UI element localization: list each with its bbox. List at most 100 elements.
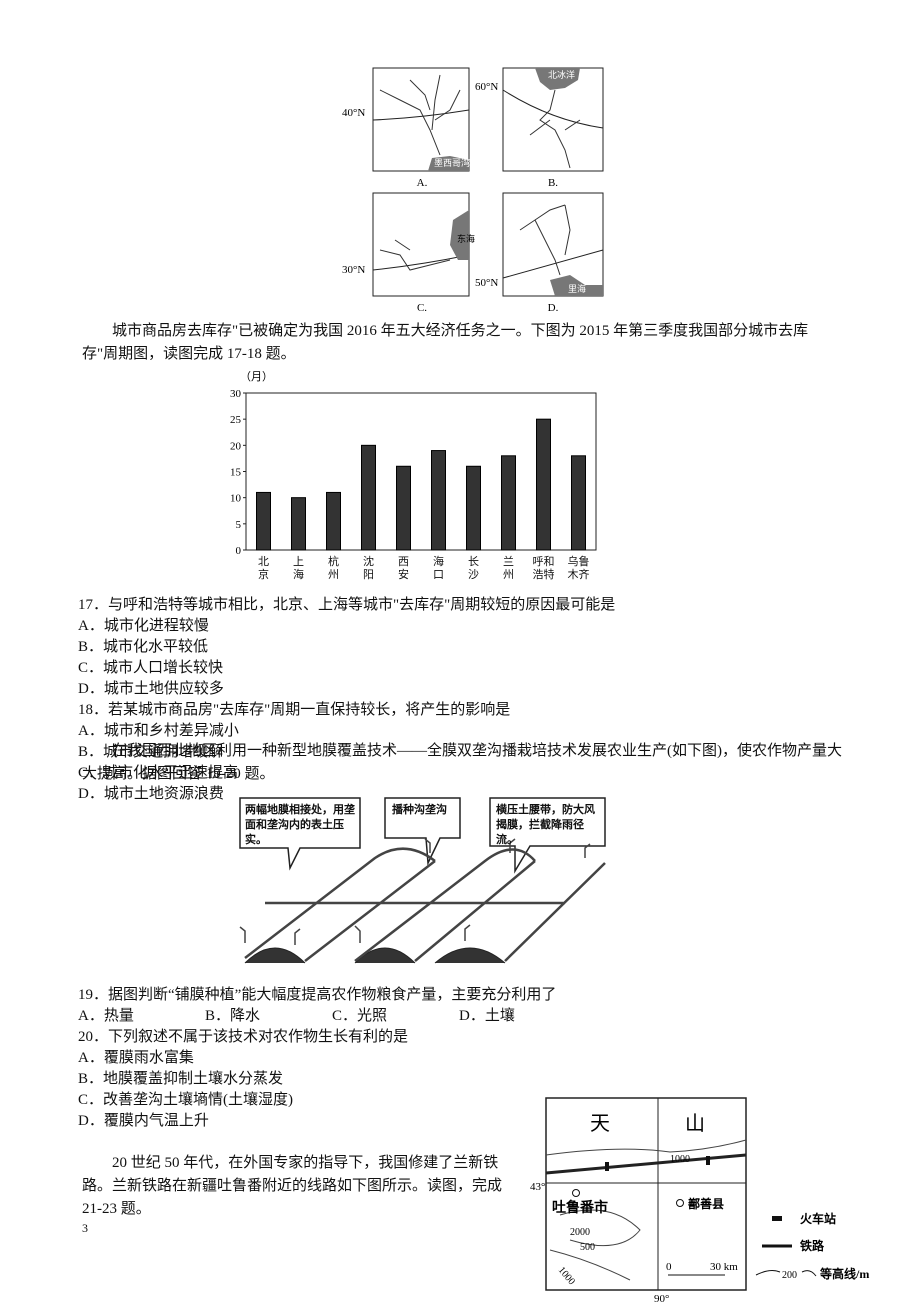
y-tick-label: 30 (230, 388, 242, 400)
x-tick-label: 乌鲁木齐 (567, 556, 590, 581)
city-label: 鄯善县 (688, 1196, 724, 1211)
callout-box (489, 797, 606, 874)
option: D．城市土地供应较多 (78, 681, 224, 697)
sea (428, 156, 469, 171)
map-label: D. (548, 302, 559, 314)
option: C．光照 (332, 1008, 388, 1024)
legend-label: 等高线/m (819, 1266, 869, 1281)
x-tick-label: 西安 (398, 556, 409, 581)
y-tick-label: 15 (230, 467, 242, 479)
legend-station (772, 1216, 782, 1221)
rail-map: 天 山 1000 43° 90° 吐鲁番市 鄯善县 2000 500 1000 … (530, 1097, 869, 1302)
map-frame (502, 192, 604, 297)
river (519, 204, 571, 276)
bar (571, 455, 586, 551)
x-tick-label: 沈阳 (363, 556, 374, 581)
question-stem: 17．与呼和浩特等城市相比，北京、上海等城市"去库存"周期较短的原因最可能是 (78, 597, 616, 613)
city-mark (572, 1189, 580, 1197)
option: A．覆膜雨水富集 (78, 1050, 194, 1066)
question-stem: 20．下列叙述不属于该技术对农作物生长有利的是 (78, 1029, 409, 1045)
latitude-label: 60°N (475, 81, 498, 93)
option: B．降水 (205, 1008, 261, 1024)
contour-label: 1000 (556, 1265, 577, 1287)
film-diagram (239, 797, 606, 964)
x-tick-label: 长沙 (468, 556, 479, 581)
legend-contour (755, 1270, 817, 1277)
x-tick-label: 呼和浩特 (532, 556, 555, 581)
railway (545, 1153, 747, 1175)
option: B．城市交通拥堵缓解 (78, 744, 224, 760)
callout-box (239, 797, 361, 871)
contour (545, 1139, 747, 1156)
y-tick-label: 10 (230, 493, 242, 505)
option: D．城市土地资源浪费 (78, 786, 224, 802)
option: B．地膜覆盖抑制土壤水分蒸发 (78, 1071, 284, 1087)
contour-label: 1000 (670, 1154, 690, 1165)
bar (466, 465, 481, 551)
map-label: A. (417, 177, 428, 189)
longitude-label: 90° (654, 1293, 669, 1302)
option: B．城市化水平较低 (78, 639, 209, 655)
legend-label: 铁路 (800, 1238, 825, 1253)
map-label: C. (417, 302, 427, 314)
bar (501, 455, 516, 551)
x-tick-label: 海口 (433, 556, 444, 581)
callout-text: 两幅地膜相接处，用垄面和垄沟内的表土压实。 (245, 804, 355, 846)
scale-label: 30 km (710, 1261, 738, 1273)
y-unit: （月） (240, 370, 273, 383)
bar (361, 444, 376, 551)
seedling (239, 838, 591, 945)
sea (450, 210, 469, 260)
callout-text: 横压土腰带，防大风揭膜，拦截降雨径流。 (496, 804, 595, 846)
river (379, 239, 451, 271)
x-tick-label: 兰州 (503, 556, 514, 581)
bar (536, 418, 551, 551)
sea-label: 墨西哥湾 (434, 157, 470, 168)
latitude-line (502, 89, 604, 129)
bar (396, 465, 411, 551)
station (706, 1156, 710, 1165)
contour-label: 2000 (570, 1227, 590, 1238)
latitude-label: 40°N (342, 107, 365, 119)
river (379, 74, 461, 156)
ridge (244, 947, 506, 964)
bar (256, 491, 271, 551)
legend-label: 火车站 (800, 1211, 836, 1226)
river-maps: 40°N 墨西哥湾 A. 60°N 北冰洋 B. 30°N 东海 C. 50°N… (342, 67, 604, 314)
map-frame (545, 1097, 747, 1291)
legend-contour-label: 200 (782, 1270, 797, 1281)
page-number: 3 (82, 1221, 88, 1235)
passage: 城市商品房去库存"已被确定为我国 2016 年五大经济任务之一。下图为 2015… (82, 323, 809, 362)
option: C．城市化水平迅速提高 (78, 765, 239, 781)
question-stem: 19．据图判断“铺膜种植”能大幅度提高农作物粮食产量，主要充分利用了 (78, 987, 557, 1003)
bar (431, 450, 446, 551)
option: D．土壤 (459, 1008, 515, 1024)
option: A．城市化进程较慢 (78, 618, 209, 634)
sea-label: 里海 (568, 283, 586, 294)
latitude-label: 50°N (475, 277, 498, 289)
sea (550, 275, 603, 296)
option: A．热量 (78, 1008, 134, 1024)
city-label: 吐鲁番市 (552, 1199, 608, 1216)
x-tick-label: 杭州 (328, 556, 339, 581)
latitude-label: 30°N (342, 264, 365, 276)
bar-chart: （月） 0 5 10 15 20 25 30 (230, 370, 597, 557)
bar (291, 497, 306, 551)
contour (549, 1249, 631, 1281)
latitude-line (502, 249, 604, 279)
option: C．城市人口增长较快 (78, 660, 224, 676)
mountain-label: 天 (590, 1113, 610, 1135)
latitude-line (372, 109, 470, 121)
bar (326, 491, 341, 551)
river (529, 89, 581, 169)
map-label: B. (548, 177, 558, 189)
y-tick-label: 0 (236, 545, 242, 557)
y-tick-label: 20 (230, 440, 242, 452)
callout-text: 播种沟垄沟 (392, 804, 447, 816)
sea (535, 68, 580, 90)
scale-label: 0 (666, 1261, 672, 1273)
option: C．改善垄沟土壤墒情(土壤湿度) (78, 1092, 293, 1108)
y-tick-label: 25 (230, 414, 242, 426)
question-stem: 18．若某城市商品房"去库存"周期一直保持较长，将产生的影响是 (78, 702, 511, 718)
